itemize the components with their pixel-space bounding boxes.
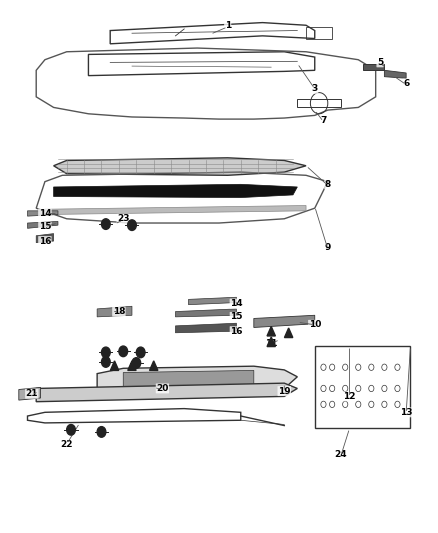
Circle shape xyxy=(102,219,110,229)
Circle shape xyxy=(97,426,106,437)
Text: 5: 5 xyxy=(377,58,383,67)
Polygon shape xyxy=(53,184,297,198)
Circle shape xyxy=(119,346,127,357)
Text: 21: 21 xyxy=(25,389,38,398)
Polygon shape xyxy=(176,323,237,333)
Polygon shape xyxy=(97,366,297,395)
Circle shape xyxy=(132,358,141,368)
Polygon shape xyxy=(176,309,237,317)
Polygon shape xyxy=(28,211,58,216)
Polygon shape xyxy=(284,328,293,337)
Polygon shape xyxy=(267,326,276,336)
Text: 20: 20 xyxy=(156,384,169,393)
Polygon shape xyxy=(53,158,306,175)
Text: 24: 24 xyxy=(335,450,347,459)
Polygon shape xyxy=(28,221,58,228)
Text: 16: 16 xyxy=(39,237,51,246)
Text: 14: 14 xyxy=(39,209,51,218)
Text: 18: 18 xyxy=(113,307,125,316)
Text: 8: 8 xyxy=(325,180,331,189)
Circle shape xyxy=(136,347,145,358)
Polygon shape xyxy=(19,387,41,400)
Text: 15: 15 xyxy=(230,312,243,321)
Polygon shape xyxy=(97,306,132,317)
Polygon shape xyxy=(254,316,315,327)
Text: 23: 23 xyxy=(117,214,130,223)
Polygon shape xyxy=(128,361,136,370)
Circle shape xyxy=(127,220,136,230)
Text: 14: 14 xyxy=(230,299,243,308)
Polygon shape xyxy=(36,383,297,402)
Circle shape xyxy=(67,424,75,435)
Text: 12: 12 xyxy=(343,392,356,401)
Text: 3: 3 xyxy=(311,84,318,93)
Text: 13: 13 xyxy=(400,408,413,417)
Circle shape xyxy=(102,347,110,358)
Text: 19: 19 xyxy=(278,386,290,395)
Polygon shape xyxy=(45,206,306,215)
Text: 6: 6 xyxy=(403,79,409,88)
Polygon shape xyxy=(188,297,237,305)
Text: 7: 7 xyxy=(320,116,327,125)
Text: 16: 16 xyxy=(230,327,243,336)
Text: 10: 10 xyxy=(308,320,321,329)
Text: 22: 22 xyxy=(60,440,73,449)
Polygon shape xyxy=(267,337,276,346)
Polygon shape xyxy=(149,361,158,370)
Text: 11: 11 xyxy=(265,339,278,348)
Circle shape xyxy=(102,357,110,367)
Polygon shape xyxy=(110,361,119,370)
Polygon shape xyxy=(123,370,254,391)
Text: 15: 15 xyxy=(39,222,51,231)
Polygon shape xyxy=(363,64,385,70)
Polygon shape xyxy=(385,70,406,78)
Text: 1: 1 xyxy=(225,21,231,30)
Text: 9: 9 xyxy=(325,244,331,253)
Polygon shape xyxy=(36,233,53,243)
